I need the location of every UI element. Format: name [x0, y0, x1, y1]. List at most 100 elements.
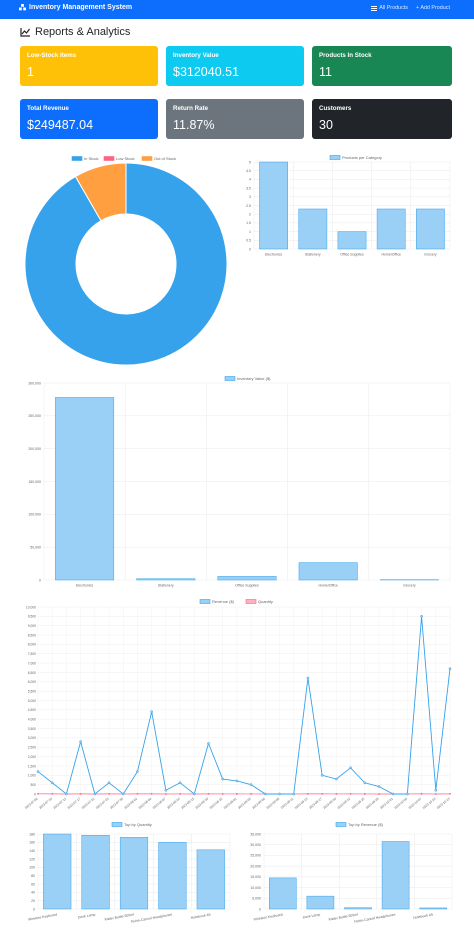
c-topr-ytick: 15,000: [250, 875, 261, 879]
c-topq-xtick-1: Desk Lamp: [78, 913, 96, 920]
revenue-point: [334, 777, 338, 781]
revenue-point: [50, 781, 54, 785]
line-xtick: 2023-07-25: [95, 797, 110, 810]
line-xtick: 2023-07-06: [24, 797, 39, 810]
inventory-value-chart: Inventory Value ($) 0 50,000 100,000 150,000…: [28, 376, 451, 588]
card-title: Return Rate: [173, 105, 209, 112]
c-topr-bar-2: [344, 907, 372, 910]
line-xtick: 2023-08-20: [194, 797, 209, 810]
revenue-point: [65, 792, 68, 796]
line-xtick: 2023-09-17: [308, 797, 323, 810]
brand-label: Inventory Management System: [29, 4, 133, 11]
c-cat-ytick: 0.5: [246, 239, 251, 243]
line-xtick: 2023-09-01: [223, 797, 238, 810]
pie-legend-2-swatch: [141, 156, 153, 161]
card-value: $249487.04: [27, 118, 94, 132]
card-total-revenue: Total Revenue $249487.04: [20, 99, 158, 139]
c-topr-ytick: 30,000: [250, 843, 261, 847]
c-topq-bar-4: [196, 849, 225, 910]
c-cat-legend-label: Products per Category: [342, 155, 382, 160]
c-cat-ytick: 2.5: [246, 204, 251, 208]
quantity-point: [420, 792, 423, 795]
c-cat-ytick: 4: [249, 178, 251, 182]
c-topr-ytick: 35,000: [250, 832, 261, 836]
quantity-point: [179, 793, 181, 795]
quantity-point: [37, 792, 39, 795]
c-inv-ytick: 200,000: [28, 447, 41, 451]
revenue-point: [207, 742, 210, 745]
pie-legend-1-label: Low Stock: [116, 156, 134, 161]
card-value: 1: [27, 65, 34, 79]
line-ytick: 6,000: [28, 680, 36, 684]
revenue-point: [320, 773, 324, 777]
c-topr-legend-label: Top by Revenue ($): [348, 822, 384, 827]
line-xtick: 2023-07-30: [109, 797, 124, 810]
c-topq-ytick: 0: [33, 907, 35, 911]
c-topr-xtick-3: Noise-Cancel Headphones: [354, 913, 396, 924]
c-cat-xtick-3: Home/Office: [382, 253, 401, 257]
quantity-point: [79, 792, 82, 795]
line-xtick: 2023-09-25: [351, 797, 366, 810]
quantity-point: [136, 792, 139, 795]
c-inv-legend-swatch: [224, 376, 236, 381]
c-topq-legend-swatch: [111, 822, 123, 827]
c-topq-bar-2: [119, 837, 149, 910]
line-ytick: 4,500: [28, 708, 36, 712]
line-xtick: 2023-09-28: [365, 797, 380, 810]
page-title-text: Reports & Analytics: [35, 26, 131, 38]
quantity-point: [321, 793, 324, 795]
line-xtick: 2023-07-21: [81, 797, 96, 810]
line-legend-1-swatch: [245, 599, 257, 604]
line-ytick: 9,500: [28, 615, 36, 619]
line-xtick: 2023-10-07: [408, 797, 423, 810]
line-xtick: 2023-10-10: [422, 797, 437, 810]
revenue-point: [107, 781, 111, 785]
quantity-point: [221, 793, 224, 795]
quantity-point: [378, 793, 380, 795]
brand[interactable]: Inventory Management System: [19, 4, 132, 11]
c-topq-ytick: 100: [29, 866, 35, 870]
line-ytick: 10,000: [26, 605, 36, 609]
nav-add-product[interactable]: + Add Product: [415, 5, 450, 11]
c-inv-xtick-2: Office Supplies: [235, 584, 259, 588]
c-topq-bar-1: [81, 835, 110, 910]
nav-all-products[interactable]: All Products: [371, 5, 408, 11]
line-xtick: 2023-08-07: [152, 797, 167, 810]
c-inv-ytick: 300,000: [28, 381, 41, 385]
c-inv-bar-2: [217, 576, 277, 581]
line-xtick: 2023-09-22: [336, 797, 351, 810]
c-topr-bar-4: [419, 907, 447, 910]
c-topr-ytick: 20,000: [250, 864, 261, 868]
revenue-point: [263, 792, 267, 796]
boxes-icon: [19, 4, 26, 11]
c-topr-xtick-2: Water Bottle 500ml: [328, 913, 358, 922]
revenue-point: [221, 777, 225, 781]
line-ytick: 7,000: [28, 661, 36, 665]
pie-legend-1-swatch: [103, 156, 115, 161]
line-ytick: 5,500: [28, 689, 36, 693]
c-topq-ytick: 80: [31, 874, 35, 878]
c-cat-bar-4: [416, 208, 445, 250]
products-per-category-chart: Products per Category 0 0.5 1 1.5 2 2.5 3 3.5 4 4.…: [246, 155, 451, 257]
revenue-point: [434, 788, 438, 792]
revenue-line: [37, 616, 451, 795]
c-cat-xtick-2: Office Supplies: [340, 253, 364, 257]
line-ytick: 2,000: [28, 755, 36, 759]
c-topr-xtick-1: Desk Lamp: [302, 913, 320, 920]
c-cat-bar-2: [337, 231, 367, 250]
nav-links: All Products + Add Product: [371, 5, 450, 11]
sales-trend-chart: Revenue ($) Quantity 0 500 1,000 1,500 2,000 2,…: [24, 599, 452, 810]
c-cat-legend-swatch: [329, 155, 341, 160]
revenue-point: [420, 615, 423, 618]
quantity-point: [363, 793, 366, 795]
c-inv-ytick: 50,000: [30, 545, 41, 549]
c-cat-ytick: 4.5: [246, 169, 251, 173]
revenue-point: [306, 676, 310, 680]
revenue-point: [292, 792, 296, 796]
card-title: Inventory Value: [173, 52, 219, 59]
line-xtick: 2023-09-11: [280, 797, 295, 810]
c-cat-ytick: 3: [249, 195, 251, 199]
line-xtick: 2023-09-03: [237, 797, 252, 810]
line-xtick: 2023-09-15: [294, 797, 309, 810]
c-cat-ytick: 1: [249, 230, 251, 234]
